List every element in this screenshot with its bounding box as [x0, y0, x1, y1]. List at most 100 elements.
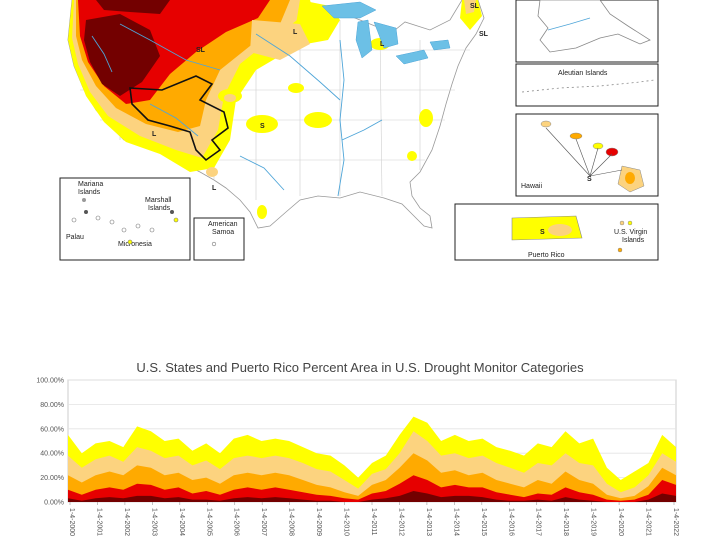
d0-patch	[419, 109, 433, 127]
y-tick-label: 0.00%	[44, 500, 64, 507]
impact-letter: S	[540, 229, 545, 236]
virgin-island-dot	[619, 220, 625, 226]
impact-letter: L	[212, 185, 217, 192]
x-tick-label: 1-4-2014	[452, 508, 459, 536]
x-tick-label: 1-4-2015	[480, 508, 487, 536]
chart-svg: U.S. States and Puerto Rico Percent Area…	[36, 360, 679, 537]
pacific-island-dot	[170, 210, 174, 214]
chart-areas	[68, 416, 676, 502]
aleutian-islands-shape	[521, 79, 655, 93]
great-lakes	[321, 1, 451, 65]
series-area-d2	[68, 453, 676, 502]
drought-map: SL SL L SL L S L L Aleutian Islands Hawa…	[0, 0, 720, 262]
impact-letter: SL	[470, 3, 480, 10]
pacific-island-dot	[95, 215, 101, 221]
pacific-island-dot	[127, 239, 133, 245]
impact-letter: L	[293, 29, 298, 36]
american-samoa-label-line1: American	[208, 221, 238, 228]
x-tick-label: 1-4-2006	[233, 508, 240, 536]
aleutian-inset: Aleutian Islands	[515, 63, 659, 107]
y-tick-label: 80.00%	[40, 402, 64, 409]
marshall-label-line1: Marshall	[145, 197, 172, 204]
pacific-inset: Mariana Islands Marshall Islands Palau M…	[59, 177, 191, 261]
virgin-island-dot	[627, 220, 633, 226]
hawaii-inset: Hawaii S	[515, 113, 659, 197]
rivers	[91, 23, 383, 197]
impact-letter: S	[260, 123, 265, 130]
x-tick-label: 1-4-2021	[645, 508, 652, 536]
impact-letter: SL	[479, 31, 489, 38]
impact-letter: L	[152, 131, 157, 138]
y-tick-label: 20.00%	[40, 475, 64, 482]
d1-region-northeast	[464, 0, 476, 14]
micronesia-label: Micronesia	[118, 241, 152, 248]
d0-patch	[304, 112, 332, 128]
drought-area-chart: U.S. States and Puerto Rico Percent Area…	[0, 352, 720, 540]
series-area-d3	[68, 475, 676, 502]
y-tick-label: 100.00%	[36, 378, 64, 385]
x-tick-label: 1-4-2003	[150, 508, 157, 536]
d0-patch	[246, 115, 278, 133]
x-tick-label: 1-4-2018	[562, 508, 569, 536]
impact-letter: S	[587, 176, 592, 183]
x-tick-label: 1-4-2001	[95, 508, 102, 536]
x-tick-label: 1-4-2000	[68, 508, 75, 536]
virgin-island-dot	[617, 247, 623, 253]
x-tick-label: 1-4-2013	[425, 508, 432, 536]
puerto-rico-shape	[511, 215, 583, 241]
impact-lines	[129, 75, 229, 162]
impact-letter: SL	[196, 47, 206, 54]
hawaii-label: Hawaii	[521, 183, 542, 190]
pacific-island-dot	[149, 227, 155, 233]
x-tick-label: 1-4-2010	[343, 508, 350, 536]
x-tick-label: 1-4-2017	[535, 508, 542, 536]
american-samoa-label-line2: Samoa	[212, 229, 234, 236]
d0-patch	[288, 83, 304, 93]
pacific-island-dot	[135, 223, 141, 229]
puerto-rico-inset: S Puerto Rico U.S. Virgin Islands	[454, 203, 659, 261]
x-tick-label: 1-4-2012	[397, 508, 404, 536]
pacific-island-dot	[71, 217, 77, 223]
samoa-island-dot	[211, 241, 217, 247]
mariana-label-line2: Islands	[78, 189, 101, 196]
series-area-d4	[68, 491, 676, 502]
x-tick-label: 1-4-2011	[370, 508, 377, 536]
pacific-island-dot	[82, 198, 86, 202]
marshall-label-line2: Islands	[148, 205, 171, 212]
x-tick-label: 1-4-2016	[507, 508, 514, 536]
alaska-rivers	[547, 17, 591, 31]
x-tick-label: 1-4-2020	[617, 508, 624, 536]
alaska-inset	[515, 0, 659, 63]
pacific-island-dot	[109, 219, 115, 225]
x-tick-label: 1-4-2008	[288, 508, 295, 536]
hawaii-island	[605, 147, 619, 157]
mariana-label-line1: Mariana	[78, 181, 103, 188]
hawaii-island-big-core	[625, 172, 635, 184]
american-samoa-inset: American Samoa	[193, 217, 245, 261]
x-tick-label: 1-4-2009	[315, 508, 322, 536]
hawaii-island	[540, 120, 552, 128]
puerto-rico-label: Puerto Rico	[528, 252, 565, 259]
y-tick-label: 60.00%	[40, 426, 64, 433]
aleutian-label: Aleutian Islands	[558, 70, 608, 77]
virgin-islands-label: U.S. Virgin Islands	[614, 229, 647, 244]
virgin-islands-line1: U.S. Virgin	[614, 229, 647, 236]
x-tick-label: 1-4-2002	[123, 508, 130, 536]
d1-region-north	[250, 20, 310, 60]
d4-region-west	[84, 14, 160, 96]
pacific-island-dot	[84, 210, 88, 214]
puerto-rico-d1	[548, 224, 572, 236]
d0-patch	[407, 151, 417, 161]
chart-axes: 0.00% 20.00% 40.00% 60.00% 80.00% 100.00% 1-4-…	[36, 378, 679, 537]
d1-patch	[224, 94, 236, 102]
x-tick-label: 1-4-2005	[205, 508, 212, 536]
hawaii-island	[569, 132, 583, 140]
x-tick-label: 1-4-2019	[590, 508, 597, 536]
x-tick-label: 1-4-2004	[178, 508, 185, 536]
pacific-island-dot	[121, 227, 127, 233]
x-tick-label: 1-4-2022	[672, 508, 679, 536]
virgin-islands-line2: Islands	[622, 237, 645, 244]
palau-label: Palau	[66, 234, 84, 241]
y-tick-label: 40.00%	[40, 451, 64, 458]
d1-patch	[206, 167, 218, 177]
